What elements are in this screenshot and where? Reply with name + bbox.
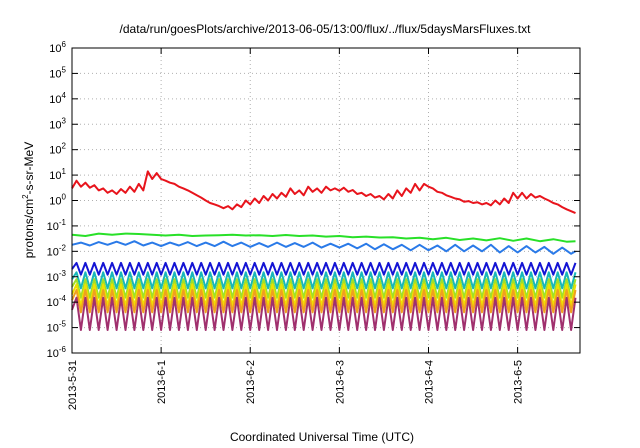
y-tick-label-exp: 6	[62, 40, 67, 49]
series-line-3	[71, 261, 577, 276]
y-tick-label: 101	[49, 167, 66, 182]
y-tick-label: 102	[49, 142, 66, 157]
series-line-0	[71, 170, 576, 215]
y-tick-label: 100	[49, 193, 66, 208]
series-line-5	[71, 278, 577, 299]
x-tick-label: 2013-6-2	[245, 360, 257, 404]
series-group	[71, 170, 577, 331]
y-tick-label: 105	[49, 65, 66, 80]
y-tick-label-exp: -1	[59, 218, 67, 227]
x-tick-label: 2013-5-31	[67, 360, 79, 410]
y-tick-label: 10-1	[47, 218, 67, 233]
y-tick-label-exp: -4	[59, 294, 67, 303]
y-tick-label-base: 10	[47, 272, 59, 284]
series-line-8	[71, 296, 577, 331]
y-axis-title: protons/cm2-s-sr-MeV	[21, 142, 36, 258]
y-tick-label-base: 10	[47, 348, 59, 360]
y-tick-label-base: 10	[47, 246, 59, 258]
y-tick-label-exp: -3	[59, 269, 67, 278]
y-tick-label-base: 10	[49, 170, 61, 182]
x-tick-label: 2013-6-3	[334, 360, 346, 404]
y-tick-label-base: 10	[47, 323, 59, 335]
y-tick-label-exp: 1	[62, 167, 67, 176]
series-line-4	[71, 271, 577, 290]
y-tick-label-base: 10	[49, 196, 61, 208]
y-tick-label-exp: 3	[62, 116, 67, 125]
y-axis-title-rest: -s-sr-MeV	[22, 142, 36, 195]
y-axis-title-base: protons/cm	[22, 199, 36, 258]
y-tick-label: 10-3	[47, 269, 67, 284]
y-tick-label-base: 10	[49, 119, 61, 131]
y-tick-label-exp: 4	[62, 91, 67, 100]
chart-title: /data/run/goesPlots/archive/2013-06-05/1…	[120, 22, 532, 36]
x-axis-title: Coordinated Universal Time (UTC)	[230, 430, 414, 444]
y-tick-label-exp: 2	[62, 142, 67, 151]
y-tick-label: 103	[49, 116, 66, 131]
y-tick-label: 10-5	[47, 320, 67, 335]
y-axis: 10610510410310210110010-110-210-310-410-…	[47, 40, 580, 360]
series-line-6	[71, 283, 577, 308]
y-tick-label-exp: 5	[62, 65, 67, 74]
y-tick-label-exp: -6	[59, 345, 67, 354]
y-tick-label-base: 10	[49, 68, 61, 80]
y-tick-label: 10-6	[47, 345, 67, 360]
y-tick-label-base: 10	[49, 145, 61, 157]
y-tick-label-base: 10	[47, 221, 59, 233]
y-tick-label: 10-4	[47, 294, 67, 309]
y-tick-label-base: 10	[49, 94, 61, 106]
x-tick-label: 2013-6-5	[513, 360, 525, 404]
y-tick-label-base: 10	[47, 297, 59, 309]
y-tick-label: 106	[49, 40, 66, 55]
x-axis: 2013-5-31 2013-6-1 2013-6-2 2013-6-3 2013-6-…	[67, 48, 525, 410]
y-tick-label-exp: 0	[62, 193, 67, 202]
series-line-7	[71, 289, 577, 314]
x-tick-label: 2013-6-4	[423, 360, 435, 404]
y-tick-label-exp: -5	[59, 320, 67, 329]
series-line-1	[71, 232, 576, 243]
series-line-2	[71, 240, 576, 255]
y-tick-label: 104	[49, 91, 66, 106]
x-tick-label: 2013-6-1	[156, 360, 168, 404]
y-tick-label-base: 10	[49, 43, 61, 55]
y-tick-label: 10-2	[47, 243, 67, 258]
y-tick-label-exp: -2	[59, 243, 67, 252]
y-axis-title-sup: 2	[21, 194, 30, 199]
